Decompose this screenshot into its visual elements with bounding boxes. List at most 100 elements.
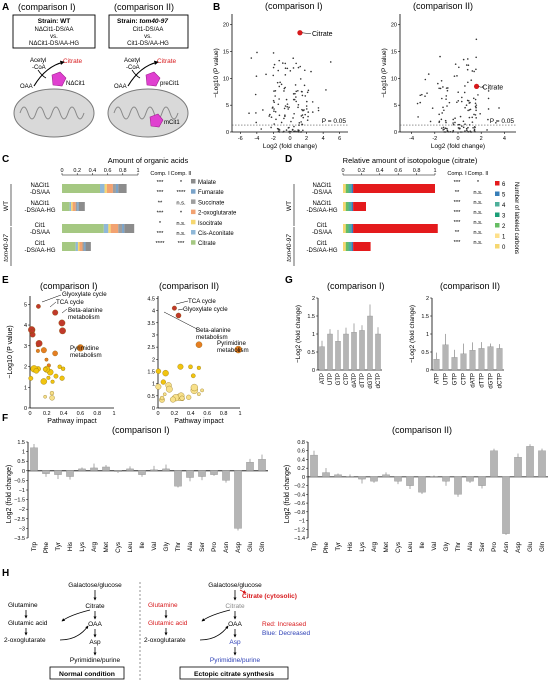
legend-label: Cis-Aconitate <box>198 231 234 237</box>
h-left-oaa: OAA <box>88 621 102 628</box>
data-point <box>454 117 456 120</box>
sig-comp1: ** <box>158 200 163 206</box>
sig-comp1: *** <box>454 200 462 206</box>
amino-acid-bar <box>310 454 318 478</box>
data-point <box>474 126 476 129</box>
y-axis-label: −Log10 (P value) <box>381 48 388 98</box>
data-point <box>293 112 295 115</box>
data-point <box>443 131 445 133</box>
x-tick-label: 0 <box>288 136 291 142</box>
bar-segment <box>71 202 73 211</box>
data-point <box>290 120 292 123</box>
amino-acid-bar <box>466 476 474 482</box>
data-point <box>278 98 280 100</box>
amino-acid-bar <box>78 468 86 471</box>
data-point <box>445 121 447 124</box>
panel-label-a: A <box>2 2 9 13</box>
legend-label: 2-oxoglutarate <box>198 211 237 217</box>
bar-segment <box>353 184 435 193</box>
data-point <box>262 109 264 111</box>
bar-segment <box>69 202 72 211</box>
data-point <box>300 115 303 117</box>
data-point <box>475 38 478 41</box>
legend-swatch <box>191 240 196 245</box>
amino-acid-label: Met <box>103 542 110 553</box>
h-right-citrate: Citrate <box>225 603 245 610</box>
data-point <box>329 61 332 63</box>
pathway-label: TCA cycle <box>188 298 216 305</box>
amino-acid-bar <box>186 470 194 478</box>
bar-segment <box>343 184 346 193</box>
y-tick-label: −0.8 <box>294 510 305 516</box>
nucleotide-bar <box>343 333 349 371</box>
data-point <box>283 117 285 120</box>
data-point <box>302 116 305 119</box>
data-point <box>466 129 468 132</box>
bar-segment <box>118 184 127 193</box>
x-tick-label: 2 <box>305 136 308 142</box>
acetyl-label-2: Acetyl <box>124 58 140 64</box>
row-label: -DS/AA <box>30 230 50 236</box>
panel-f: (comparison I) (comparison II) 1.5 1 0.5 0 −… <box>6 425 548 553</box>
y-tick-label: −0.6 <box>294 501 305 507</box>
x-tick-label: 0 <box>456 136 459 142</box>
nucleotide-bar <box>359 330 365 371</box>
data-point <box>294 84 297 86</box>
bar-segment <box>122 224 125 233</box>
y-axis-label: −Log2 (fold change) <box>409 305 416 363</box>
comp-header: Comp. II <box>468 171 489 177</box>
nucleotide-label: dCTP <box>498 373 504 388</box>
sig-comp1: *** <box>454 180 462 186</box>
data-point <box>487 97 490 100</box>
data-point <box>470 131 472 133</box>
data-point <box>300 121 302 123</box>
row-label: -DS/AA <box>312 230 332 236</box>
pathway-point <box>234 345 243 354</box>
pathway-leader <box>41 294 62 303</box>
data-point <box>452 131 454 133</box>
panel-f-comp1-title: (comparison I) <box>112 425 170 435</box>
data-point <box>467 109 469 112</box>
bar-segment <box>345 184 349 193</box>
data-point <box>448 101 451 104</box>
bar-segment <box>112 184 116 193</box>
amino-acid-label: Val <box>151 542 158 551</box>
pathway-point <box>40 347 47 354</box>
legend-swatch <box>495 181 500 186</box>
cristae-1 <box>19 106 85 120</box>
x-tick-label: 1 <box>112 411 115 417</box>
pathway-point <box>155 383 162 390</box>
legend-swatch <box>191 230 196 235</box>
tick-label: 0.4 <box>89 168 97 174</box>
row-label: -DS/AA-HG <box>24 208 55 214</box>
bar-segment <box>343 224 346 233</box>
pathway-point <box>49 395 55 401</box>
data-point <box>453 75 456 77</box>
row-label: -DS/AA-HG <box>24 248 55 254</box>
pathway-point <box>61 366 66 371</box>
bar-segment <box>62 242 76 251</box>
data-point <box>487 90 490 92</box>
bar-segment <box>62 224 104 233</box>
panel-a: (comparison I) (comparison II) Strain: W… <box>12 2 189 138</box>
organic-acid-bars: 0 0.2 0.4 0.6 0.8 1NΔCit1-DS/AANΔCit1-DS/AA-H… <box>3 168 237 266</box>
data-point <box>311 101 314 103</box>
y-tick-label: −3 <box>19 526 25 532</box>
data-point <box>300 131 303 133</box>
data-point <box>458 127 461 130</box>
pathway-point <box>36 304 41 309</box>
data-point <box>256 51 258 54</box>
box2-strain: Strain: tom40-97 <box>117 18 168 25</box>
h-right-arrow-8 <box>201 609 231 622</box>
data-point <box>270 126 272 129</box>
pathway-point <box>42 367 48 372</box>
data-point <box>273 63 276 66</box>
row-label: NΔCit1 <box>312 183 332 189</box>
amino-acid-label: Thr <box>455 542 462 551</box>
nucleotide-bar <box>433 359 440 371</box>
amino-acid-bar <box>234 470 242 529</box>
sig-comp2: n.s. <box>473 210 483 216</box>
data-point <box>283 130 285 133</box>
data-point <box>292 93 295 95</box>
data-point <box>285 129 288 131</box>
